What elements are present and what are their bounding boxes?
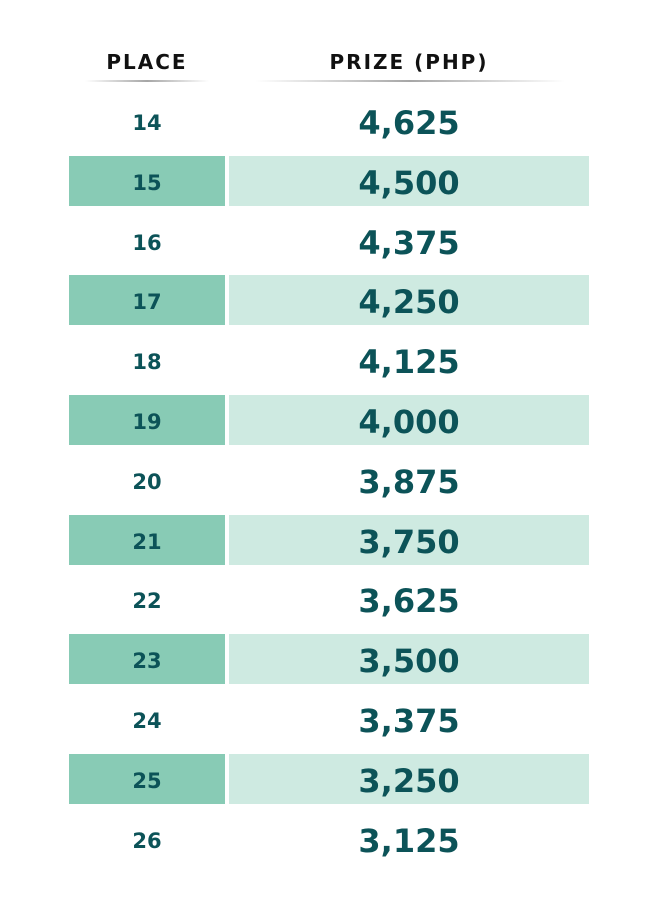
table-row: 17 4,250 (0, 275, 658, 326)
table-row: 24 3,375 (0, 694, 658, 744)
prize-column-header: PRIZE (PHP) (329, 50, 489, 74)
place-cell: 18 (132, 350, 162, 375)
prize-cell: 4,625 (358, 104, 460, 142)
table-header: PLACE PRIZE (PHP) (0, 50, 658, 90)
table-row: 20 3,875 (0, 455, 658, 505)
prize-cell: 3,500 (229, 634, 589, 685)
place-cell: 26 (132, 828, 162, 853)
table-row: 16 4,375 (0, 216, 658, 266)
prize-cell: 3,875 (358, 462, 460, 501)
prize-table: 14 4,625 15 4,500 16 4,375 17 4,250 18 4… (0, 96, 658, 873)
table-row: 14 4,625 (0, 96, 658, 146)
table-row: 22 3,625 (0, 574, 658, 624)
place-cell: 23 (69, 634, 225, 685)
place-cell: 24 (132, 708, 162, 733)
prize-cell: 4,375 (358, 223, 460, 262)
prize-cell: 4,000 (229, 394, 589, 445)
prize-cell: 3,750 (229, 514, 589, 565)
table-row: 15 4,500 (0, 155, 658, 206)
prize-cell: 3,625 (358, 582, 460, 621)
table-row: 26 3,125 (0, 814, 658, 864)
place-cell: 25 (69, 753, 225, 804)
place-cell: 21 (69, 514, 225, 565)
table-row: 23 3,500 (0, 634, 658, 685)
table-row: 21 3,750 (0, 514, 658, 565)
place-cell: 15 (69, 155, 225, 206)
prize-cell: 3,375 (358, 701, 460, 740)
place-cell: 17 (69, 275, 225, 326)
place-cell: 20 (132, 469, 162, 494)
place-cell: 22 (132, 589, 162, 614)
prize-header-underline (255, 80, 565, 82)
prize-cell: 3,125 (358, 821, 460, 860)
prize-cell: 4,250 (229, 275, 589, 326)
table-row: 19 4,000 (0, 394, 658, 445)
place-cell: 14 (132, 111, 162, 135)
prize-cell: 3,250 (229, 753, 589, 804)
prize-cell: 4,500 (229, 155, 589, 206)
table-row: 18 4,125 (0, 335, 658, 385)
prize-cell: 4,125 (358, 343, 460, 382)
place-column-header: PLACE (106, 50, 188, 74)
place-cell: 19 (69, 394, 225, 445)
table-row: 25 3,250 (0, 753, 658, 804)
place-cell: 16 (132, 230, 162, 255)
place-header-underline (85, 80, 209, 82)
